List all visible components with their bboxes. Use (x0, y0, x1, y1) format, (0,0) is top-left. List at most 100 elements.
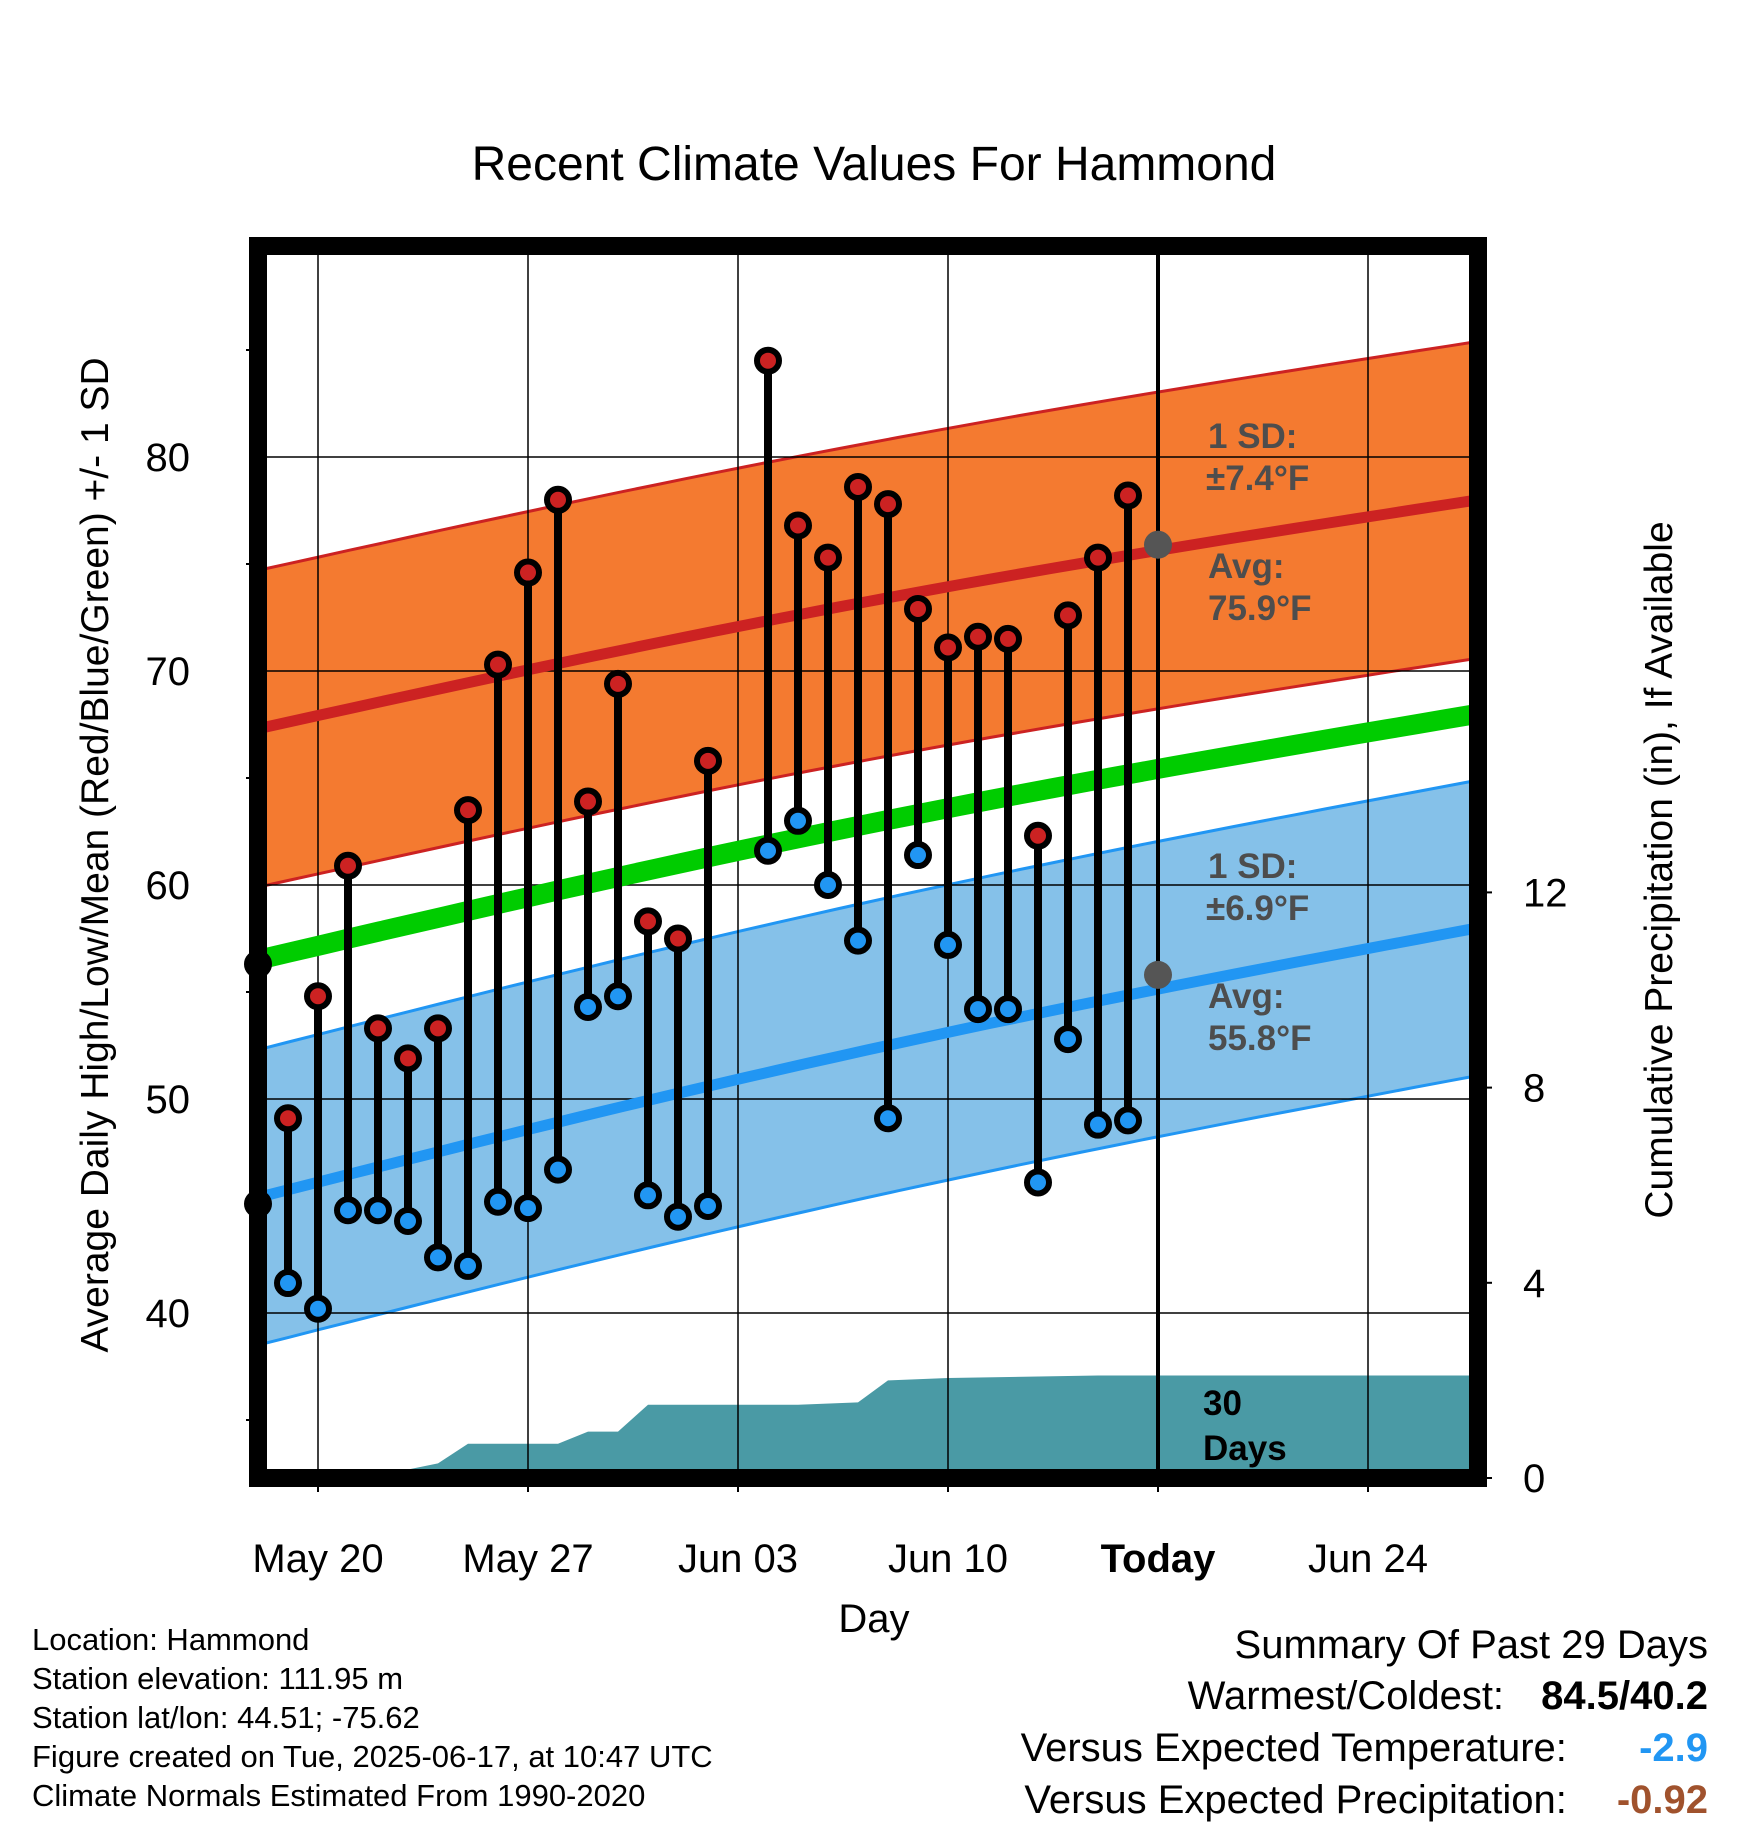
low-sd-band (258, 780, 1478, 1346)
high-point (1114, 481, 1142, 510)
high-point (904, 594, 932, 623)
high-point (964, 622, 992, 651)
warm-cold-value: 84.5/40.2 (1541, 1674, 1708, 1718)
high-avg-value: 75.9°F (1208, 589, 1312, 628)
low-point (454, 1251, 482, 1280)
high-point (874, 490, 902, 519)
y-tick-label-right: 0 (1523, 1457, 1545, 1501)
low-point (424, 1243, 452, 1272)
high-sd-lower-edge (257, 656, 1479, 889)
low-point (904, 841, 932, 870)
high-point (514, 558, 542, 587)
low-avg-label: Avg: (1208, 977, 1284, 1016)
high-point (364, 1014, 392, 1043)
y-tick-label-left: 40 (146, 1292, 191, 1336)
low-avg-value: 55.8°F (1208, 1019, 1312, 1058)
today-days-label: Days (1203, 1429, 1287, 1468)
low-point (1054, 1025, 1082, 1054)
low-point (814, 871, 842, 899)
high-point (814, 543, 842, 572)
low-point (364, 1196, 392, 1225)
high-point (274, 1104, 302, 1133)
low-sd-upper-edge (257, 778, 1479, 1052)
x-axis-label: Day (838, 1597, 909, 1641)
latlon-text: Station lat/lon: 44.51; -75.62 (32, 1700, 420, 1735)
avg-mean-line (255, 703, 1480, 970)
precip-row: Versus Expected Precipitation: -0.92 (1021, 1774, 1708, 1826)
low-point (634, 1181, 662, 1210)
today-high-normal-marker (1144, 530, 1172, 559)
x-tick-label: Today (1101, 1537, 1217, 1581)
low-point (784, 806, 812, 835)
y-tick-label-right: 8 (1523, 1067, 1545, 1111)
low-point (1084, 1110, 1112, 1139)
low-point (334, 1196, 362, 1225)
low-point (844, 926, 872, 955)
high-point (334, 851, 362, 880)
y-tick-label-left: 80 (146, 436, 191, 480)
low-point (304, 1294, 332, 1323)
x-tick-label: May 20 (252, 1537, 383, 1581)
today-low-normal-marker (1144, 960, 1172, 989)
created-text: Figure created on Tue, 2025-06-17, at 10… (32, 1739, 713, 1774)
high-point (664, 924, 692, 953)
x-tick-label: Jun 10 (888, 1537, 1008, 1581)
low-point (274, 1269, 302, 1298)
today-days-number: 30 (1203, 1384, 1242, 1423)
avg-low-line (256, 922, 1480, 1203)
low-point (874, 1104, 902, 1133)
low-point (934, 930, 962, 959)
x-tick-label: May 27 (462, 1537, 593, 1581)
low-point (394, 1206, 422, 1235)
normals-text: Climate Normals Estimated From 1990-2020 (32, 1778, 646, 1813)
high-point (544, 485, 572, 514)
warm-cold-label: Warmest/Coldest: (1187, 1674, 1505, 1718)
low-point (544, 1155, 572, 1184)
y-tick-label-right: 4 (1523, 1262, 1545, 1306)
summary-title: Summary Of Past 29 Days (1234, 1623, 1708, 1667)
low-point (484, 1187, 512, 1216)
y-tick-label-right: 12 (1523, 871, 1568, 915)
elevation-text: Station elevation: 111.95 m (32, 1661, 404, 1696)
precip-value: -0.92 (1616, 1778, 1708, 1822)
plot-frame (249, 237, 1487, 1487)
high-point (1054, 601, 1082, 630)
high-point (304, 982, 332, 1011)
high-point (604, 669, 632, 698)
low-point (514, 1194, 542, 1223)
low-sd-value: ±6.9°F (1206, 889, 1309, 928)
high-point (484, 650, 512, 679)
high-point (994, 624, 1022, 653)
high-point (934, 633, 962, 662)
y-tick-label-left: 60 (146, 864, 191, 908)
summary-panel: Summary Of Past 29 Days Warmest/Coldest:… (1021, 1620, 1708, 1826)
low-sd-label: 1 SD: (1208, 847, 1297, 886)
low-point (994, 995, 1022, 1024)
temp-value: -2.9 (1639, 1726, 1708, 1770)
high-sd-band (258, 341, 1478, 888)
precip-label: Versus Expected Precipitation: (1024, 1778, 1567, 1822)
y-tick-label-left: 50 (146, 1078, 191, 1122)
high-avg-label: Avg: (1208, 547, 1284, 586)
low-point (1114, 1106, 1142, 1135)
high-point (454, 796, 482, 825)
y-axis-label-right: Cumulative Precipitation (in), If Availa… (1638, 521, 1681, 1218)
location-text: Location: Hammond (32, 1622, 310, 1657)
high-point (1024, 821, 1052, 850)
high-sd-value: ±7.4°F (1206, 459, 1309, 498)
avg-high-line (256, 494, 1479, 735)
low-point (604, 982, 632, 1011)
high-sd-label: 1 SD: (1208, 417, 1297, 456)
y-axis-label-left: Average Daily High/Low/Mean (Red/Blue/Gr… (74, 357, 117, 1352)
high-point (634, 907, 662, 936)
low-sd-lower-edge (257, 1074, 1479, 1347)
low-point (574, 992, 602, 1021)
low-point (754, 836, 782, 865)
x-tick-label: Jun 03 (678, 1537, 798, 1581)
precip-area (258, 1375, 1478, 1478)
high-point (394, 1044, 422, 1073)
high-point (694, 746, 722, 775)
y-tick-label-left: 70 (146, 650, 191, 694)
x-tick-label: Jun 24 (1308, 1537, 1428, 1581)
